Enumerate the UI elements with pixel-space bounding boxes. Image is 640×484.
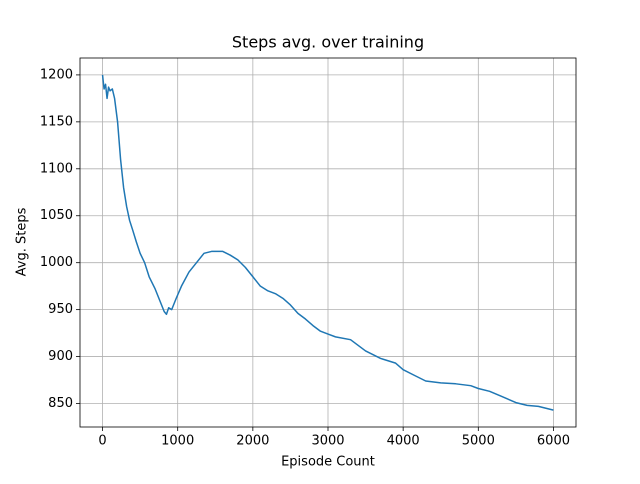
x-tick-label: 5000 [462,434,495,449]
x-tick-label: 3000 [311,434,344,449]
x-tick-label: 1000 [161,434,194,449]
x-tick-label: 6000 [537,434,570,449]
y-tick-label: 1050 [40,208,73,223]
y-axis-label: Avg. Steps [15,207,30,276]
x-tick-label: 0 [98,434,106,449]
y-tick-label: 900 [48,349,73,364]
y-tick-label: 850 [48,396,73,411]
y-tick-label: 950 [48,302,73,317]
plot-frame [79,57,577,428]
y-tick-label: 1200 [40,67,73,82]
chart-title: Steps avg. over training [232,33,424,52]
y-tick-label: 1000 [40,255,73,270]
x-tick-label: 4000 [387,434,420,449]
x-axis-label: Episode Count [281,455,375,470]
y-tick-label: 1150 [40,114,73,129]
data-line [101,74,554,411]
y-tick-label: 1100 [40,161,73,176]
grid [80,58,576,427]
x-tick-label: 2000 [236,434,269,449]
